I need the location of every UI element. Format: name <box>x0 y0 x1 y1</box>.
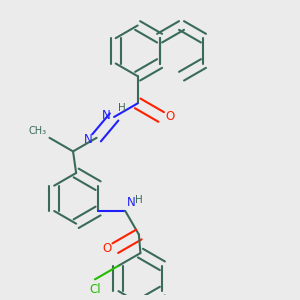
Text: CH₃: CH₃ <box>29 126 47 136</box>
Text: N: N <box>102 109 110 122</box>
Text: H: H <box>118 103 126 113</box>
Text: N: N <box>127 196 136 209</box>
Text: Cl: Cl <box>89 283 101 296</box>
Text: O: O <box>165 110 174 124</box>
Text: O: O <box>102 242 112 255</box>
Text: H: H <box>135 194 142 205</box>
Text: N: N <box>84 133 93 146</box>
